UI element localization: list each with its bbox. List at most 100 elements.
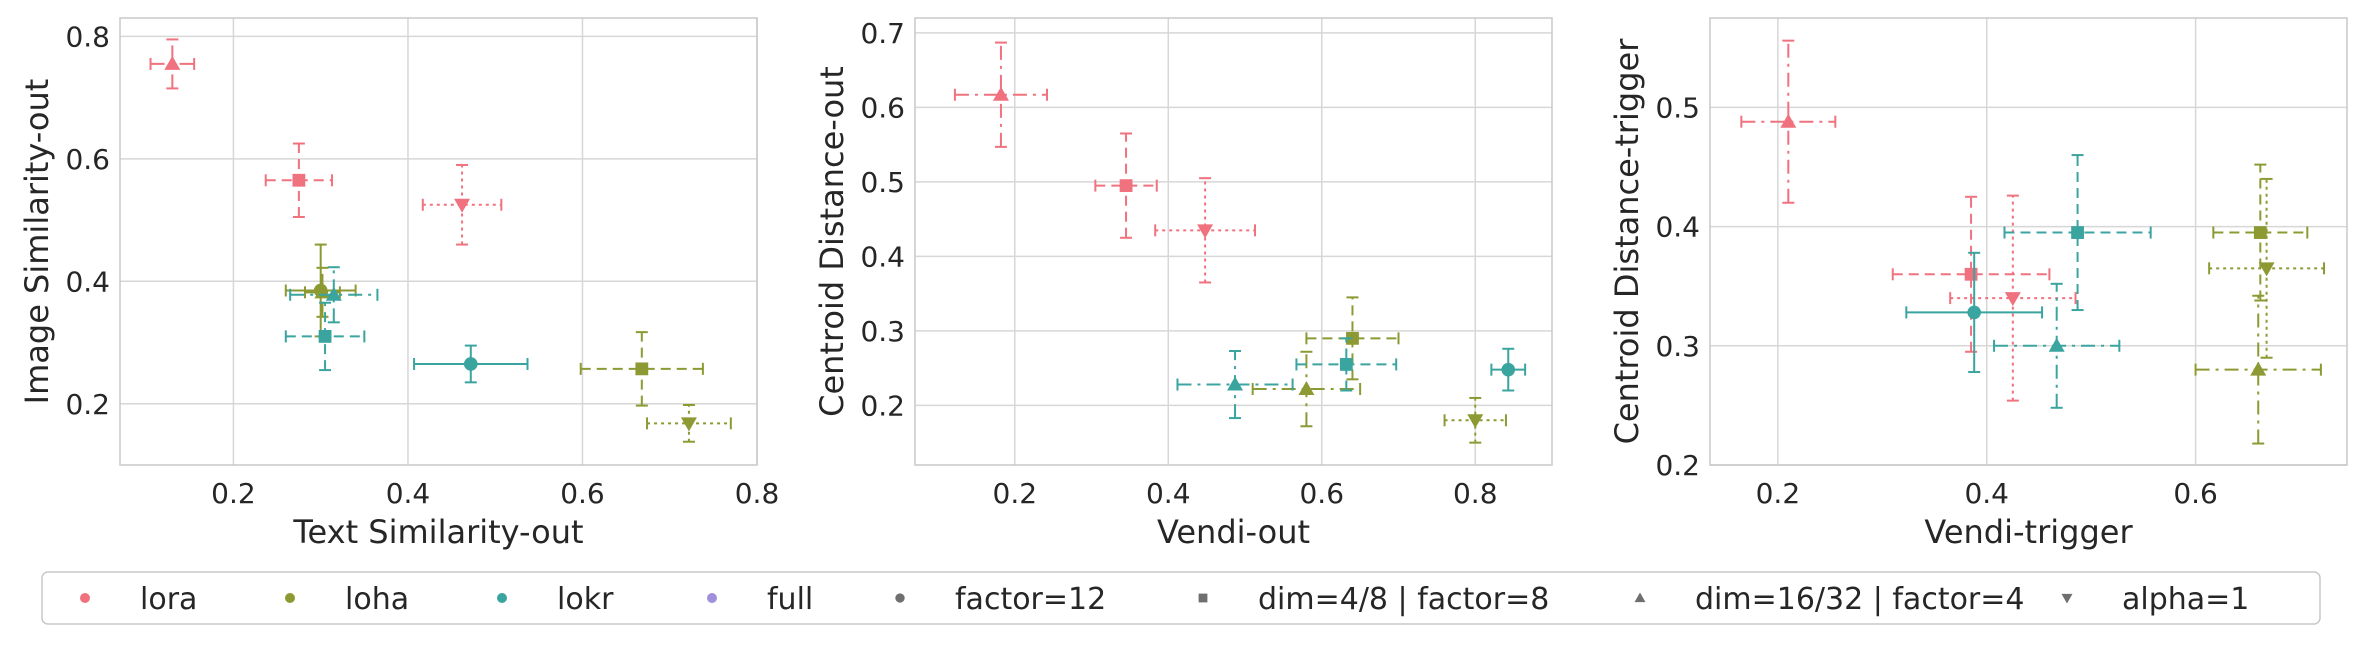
- legend-marker-square: [1198, 593, 1208, 603]
- legend-label: loha: [345, 582, 409, 617]
- point-lora-triangle-down: [421, 163, 503, 246]
- point-loha-circle: [284, 243, 357, 338]
- point-lora-triangle-up: [953, 41, 1049, 148]
- y-tick-label: 0.5: [1655, 91, 1700, 124]
- marker-circle: [1967, 305, 1981, 320]
- marker-square: [1964, 267, 1978, 281]
- legend: lora loha lokr full factor=12 dim=4/8 | facto…: [41, 571, 2321, 625]
- marker-circle: [1501, 362, 1516, 377]
- marker-square: [292, 173, 306, 187]
- marker-square: [1346, 331, 1359, 345]
- point-loha-triangle-down: [2208, 177, 2326, 359]
- point-lokr-triangle-up: [289, 266, 379, 324]
- point-lokr-triangle-up: [1993, 282, 2121, 409]
- x-tick-label: 0.6: [2173, 477, 2218, 510]
- y-tick-label: 0.8: [65, 20, 110, 53]
- legend-label: full: [767, 582, 813, 617]
- point-loha-square: [2212, 163, 2309, 302]
- marker-square: [318, 330, 332, 343]
- point-loha-square: [579, 331, 704, 407]
- x-axis-label: Vendi-out: [1157, 513, 1310, 551]
- legend-color-dot: [707, 593, 717, 603]
- marker-square: [635, 362, 649, 376]
- point-lora-square: [1891, 195, 2051, 353]
- marker-triangle-down: [2004, 292, 2021, 307]
- legend-entry-6: dim=4/8 | factor=8: [1198, 582, 1549, 617]
- x-tick-label: 0.6: [560, 477, 605, 510]
- legend-entry-8: alpha=1: [2061, 582, 2249, 617]
- legend-marker-circle: [895, 593, 905, 603]
- y-tick-label: 0.4: [65, 265, 110, 298]
- legend-frame: [41, 571, 2321, 625]
- marker-circle: [463, 357, 478, 371]
- legend-entry-7: dim=16/32 | factor=4: [1634, 582, 2025, 617]
- y-tick-label: 0.4: [860, 240, 905, 273]
- y-tick-label: 0.3: [1655, 330, 1700, 363]
- point-lokr-square: [2003, 154, 2152, 312]
- point-loha-triangle-down: [1443, 396, 1507, 444]
- point-lokr-triangle-up: [1176, 350, 1294, 420]
- panel-1: 0.2 0.4 0.6 0.8 0.2 0.4 0.6 0.8 Text Similarity-…: [18, 17, 780, 551]
- y-axis-label: Centroid Distance-out: [813, 66, 851, 417]
- marker-triangle-down: [1197, 224, 1214, 239]
- legend-entry-3: lokr: [497, 582, 614, 617]
- point-lora-triangle-down: [1949, 194, 2077, 402]
- legend-color-dot: [80, 593, 90, 603]
- x-axis-label: Vendi-trigger: [1924, 513, 2133, 551]
- legend-label: lora: [140, 582, 197, 617]
- marker-triangle-up: [2048, 337, 2065, 352]
- y-tick-label: 0.6: [860, 91, 905, 124]
- marker-triangle-down: [2258, 262, 2275, 277]
- y-tick-label: 0.6: [65, 143, 110, 176]
- marker-triangle-up: [2250, 361, 2267, 376]
- legend-label: lokr: [557, 582, 614, 617]
- x-tick-label: 0.2: [211, 477, 256, 510]
- point-lokr-circle: [1905, 251, 2044, 374]
- panel-3: 0.2 0.4 0.6 0.2 0.3 0.4 0.5 Vendi-trigger Centro…: [1608, 17, 2348, 551]
- plot-frame: [914, 17, 1553, 466]
- legend-label: dim=16/32 | factor=4: [1695, 582, 2025, 617]
- y-tick-label: 0.5: [860, 166, 905, 199]
- point-lora-triangle-down: [1154, 177, 1256, 284]
- point-lora-triangle-up: [1740, 39, 1837, 204]
- point-lora-triangle-up: [149, 38, 196, 90]
- legend-entry-4: full: [707, 582, 813, 617]
- plot-frame: [119, 17, 758, 466]
- x-tick-label: 0.8: [735, 477, 780, 510]
- marker-triangle-up: [1780, 113, 1797, 128]
- legend-marker-triangle-up: [1634, 592, 1646, 603]
- x-axis-label: Text Similarity-out: [292, 513, 583, 551]
- legend-entry-1: lora: [80, 582, 197, 617]
- marker-triangle-down: [680, 417, 697, 432]
- x-tick-label: 0.4: [386, 477, 431, 510]
- marker-square: [2253, 226, 2267, 239]
- marker-triangle-up: [992, 86, 1009, 101]
- y-tick-label: 0.7: [860, 17, 905, 50]
- legend-entry-5: factor=12: [895, 582, 1106, 617]
- y-tick-label: 0.4: [1655, 211, 1700, 244]
- point-lokr-square: [1295, 337, 1398, 392]
- legend-marker-triangle-down: [2061, 593, 2073, 604]
- x-tick-label: 0.6: [1299, 477, 1344, 510]
- marker-triangle-down: [454, 198, 471, 213]
- legend-label: factor=12: [955, 582, 1106, 617]
- marker-triangle-up: [325, 286, 342, 301]
- point-lora-square: [264, 142, 334, 219]
- marker-triangle-down: [1467, 414, 1484, 429]
- legend-entry-2: loha: [285, 582, 409, 617]
- marker-square: [1119, 179, 1133, 193]
- point-loha-square: [1305, 296, 1400, 381]
- marker-square: [1339, 358, 1353, 371]
- y-tick-label: 0.2: [860, 389, 905, 422]
- x-tick-label: 0.8: [1453, 477, 1498, 510]
- legend-color-dot: [285, 593, 295, 603]
- point-lokr-square: [284, 301, 366, 372]
- legend-label: dim=4/8 | factor=8: [1258, 582, 1549, 617]
- y-tick-label: 0.2: [65, 388, 110, 421]
- x-tick-label: 0.2: [1756, 477, 1801, 510]
- panel-2: 0.2 0.4 0.6 0.8 0.2 0.3 0.4 0.5 0.6 0.7 Vendi-out C…: [813, 17, 1553, 551]
- marker-triangle-up: [1227, 376, 1244, 391]
- point-lora-square: [1094, 132, 1158, 239]
- legend-label: alpha=1: [2122, 582, 2249, 617]
